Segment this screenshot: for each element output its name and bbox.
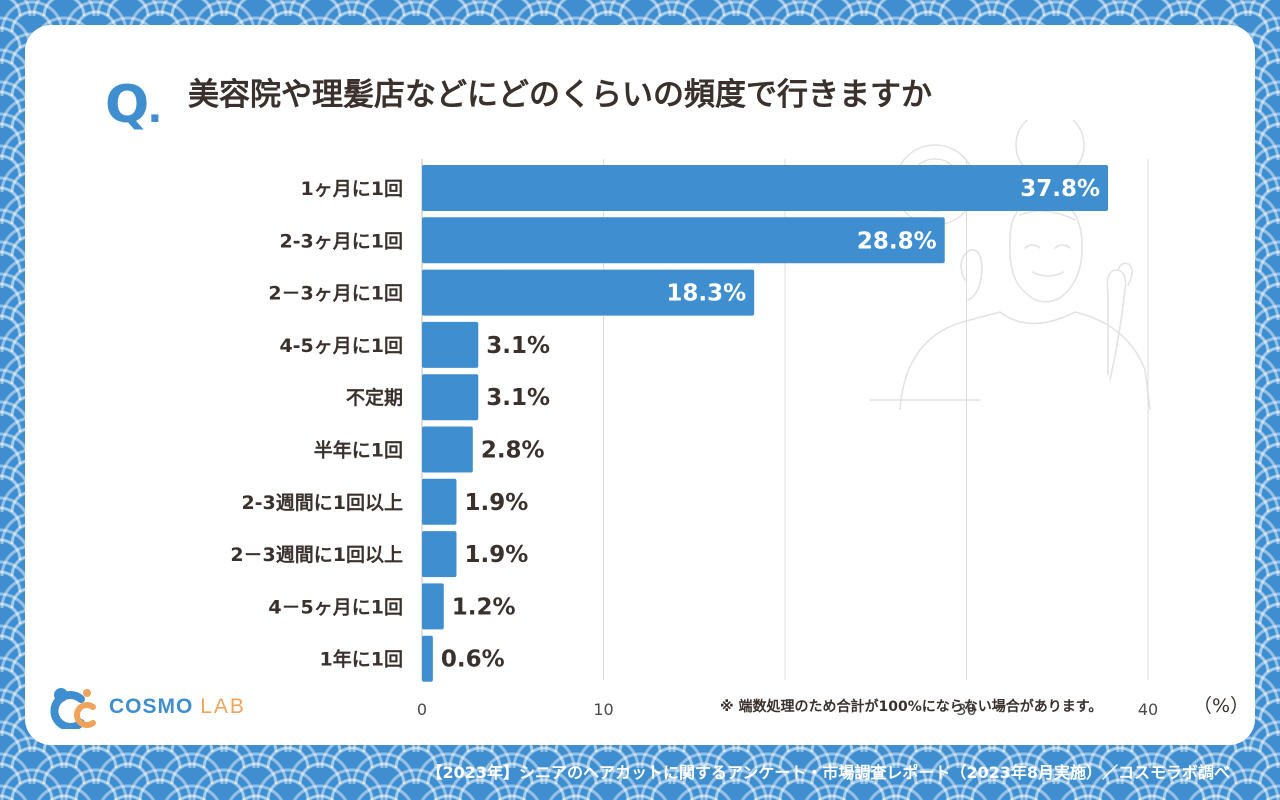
bar-chart: 0 10 30 40 1ヶ月に1回 37.8% 2-3ヶ月に1回 28.8% 2－3ヶ月に1回 1… [230, 159, 1158, 719]
chart-card: Q. 美容院や理髪店などにどのくらいの頻度で行きますか 0 10 30 40 1ヶ月に1… [25, 25, 1255, 745]
data-label: 1.2% [452, 594, 516, 620]
rounding-note: ※ 端数処理のため合計が100%にならない場合があります。 [720, 699, 1103, 715]
logo-name: COSMO [109, 695, 194, 718]
category-label: 2-3週間に1回以上 [241, 492, 403, 514]
bar [422, 217, 945, 264]
category-label: 半年に1回 [314, 439, 403, 462]
x-tick-label: 10 [593, 700, 613, 719]
x-tick-label: 30 [956, 700, 976, 719]
category-label: 4-5ヶ月に1回 [279, 335, 403, 357]
data-label: 18.3% [666, 281, 746, 307]
question-title: 美容院や理髪店などにどのくらいの頻度で行きますか [188, 77, 932, 113]
cosmo-lab-logo: COSMO LAB [47, 685, 246, 729]
category-label: 2－3ヶ月に1回 [268, 283, 403, 305]
category-label: 2－3週間に1回以上 [230, 544, 403, 566]
category-label: 不定期 [346, 386, 403, 409]
data-label: 1.9% [464, 542, 528, 568]
data-label: 1.9% [464, 490, 528, 516]
data-label: 3.1% [486, 385, 550, 411]
category-label: 1年に1回 [320, 648, 403, 671]
bar [422, 583, 444, 630]
bar [422, 531, 457, 578]
data-label: 28.8% [857, 228, 937, 254]
bar [422, 321, 479, 368]
data-label: 2.8% [481, 438, 545, 464]
x-tick-label: 40 [1138, 700, 1158, 719]
bar [422, 269, 755, 316]
bar [422, 374, 479, 421]
bar [422, 478, 457, 525]
data-label: 3.1% [486, 333, 550, 359]
question-mark: Q. [105, 75, 162, 135]
cosmo-lab-logo-icon [50, 688, 96, 729]
bar [422, 635, 433, 682]
data-label: 0.6% [441, 647, 505, 673]
axis-unit-label: （%） [1193, 695, 1250, 717]
category-label: 4－5ヶ月に1回 [268, 596, 403, 618]
logo-suffix: LAB [200, 695, 246, 718]
bar [422, 165, 1109, 211]
data-label: 37.8% [1020, 176, 1100, 202]
category-label: 1ヶ月に1回 [301, 178, 403, 200]
footer-source: 【2023年】シニアのヘアカットに関するアンケート・市場調査レポート（2023年… [426, 763, 1230, 782]
bar [422, 426, 473, 473]
x-tick-label: 0 [417, 700, 427, 719]
category-label: 2-3ヶ月に1回 [279, 230, 403, 252]
